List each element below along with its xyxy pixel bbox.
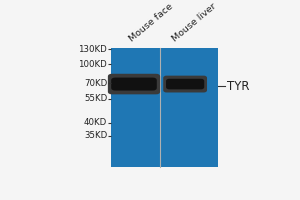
Text: TYR: TYR xyxy=(227,80,250,93)
Text: 100KD: 100KD xyxy=(79,60,107,69)
Bar xyxy=(111,48,218,167)
FancyBboxPatch shape xyxy=(111,78,157,91)
Text: Mouse face: Mouse face xyxy=(127,2,174,43)
FancyBboxPatch shape xyxy=(108,74,160,94)
Text: Mouse liver: Mouse liver xyxy=(170,1,218,43)
FancyBboxPatch shape xyxy=(166,79,204,89)
Text: 55KD: 55KD xyxy=(84,94,107,103)
Text: 70KD: 70KD xyxy=(84,79,107,88)
Text: 40KD: 40KD xyxy=(84,118,107,127)
Text: 130KD: 130KD xyxy=(79,45,107,54)
FancyBboxPatch shape xyxy=(163,76,207,92)
Text: 35KD: 35KD xyxy=(84,131,107,140)
Bar xyxy=(111,48,218,167)
